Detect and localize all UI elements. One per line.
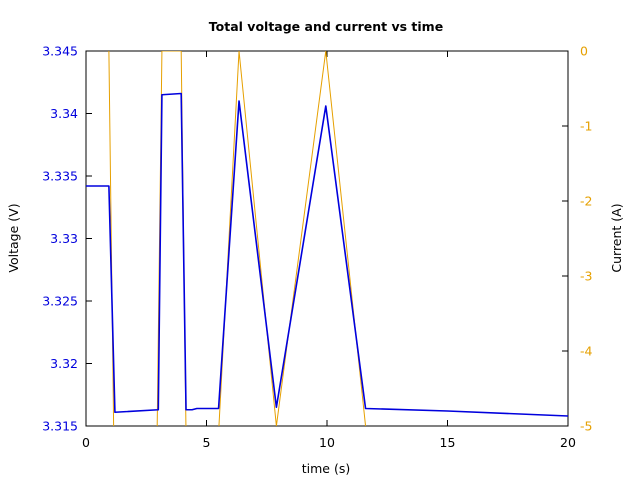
left-tick-label: 3.315 [42,419,78,434]
left-tick-label: 3.33 [50,231,78,246]
left-tick-label: 3.325 [42,294,78,309]
left-tick-label: 3.335 [42,169,78,184]
left-axis-ticks: 3.315 3.32 3.325 3.33 3.335 3.34 3.345 [42,44,92,434]
left-tick-label: 3.345 [42,44,78,59]
chart-title: Total voltage and current vs time [209,19,443,34]
right-axis-ticks: 0 -1 -2 -3 -4 -5 [562,44,593,434]
x-tick-label: 20 [560,435,576,450]
x-tick-label: 5 [203,435,211,450]
x-tick-label: 15 [440,435,456,450]
left-tick-label: 3.34 [50,106,78,121]
right-tick-label: -2 [580,194,592,209]
current-series-line [108,51,367,426]
left-tick-label: 3.32 [50,356,78,371]
right-axis-label: Current (A) [609,203,624,272]
x-tick-label: 10 [319,435,335,450]
x-axis-ticks: 0 5 10 15 20 [82,51,576,450]
voltage-series-line [86,92,568,417]
right-tick-label: 0 [580,44,588,59]
right-tick-label: -3 [580,269,592,284]
series-layer [86,51,568,426]
x-axis-label: time (s) [302,461,350,476]
right-tick-label: -4 [580,344,593,359]
x-tick-label: 0 [82,435,90,450]
right-tick-label: -1 [580,119,592,134]
left-axis-label: Voltage (V) [6,203,21,272]
right-tick-label: -5 [580,419,592,434]
